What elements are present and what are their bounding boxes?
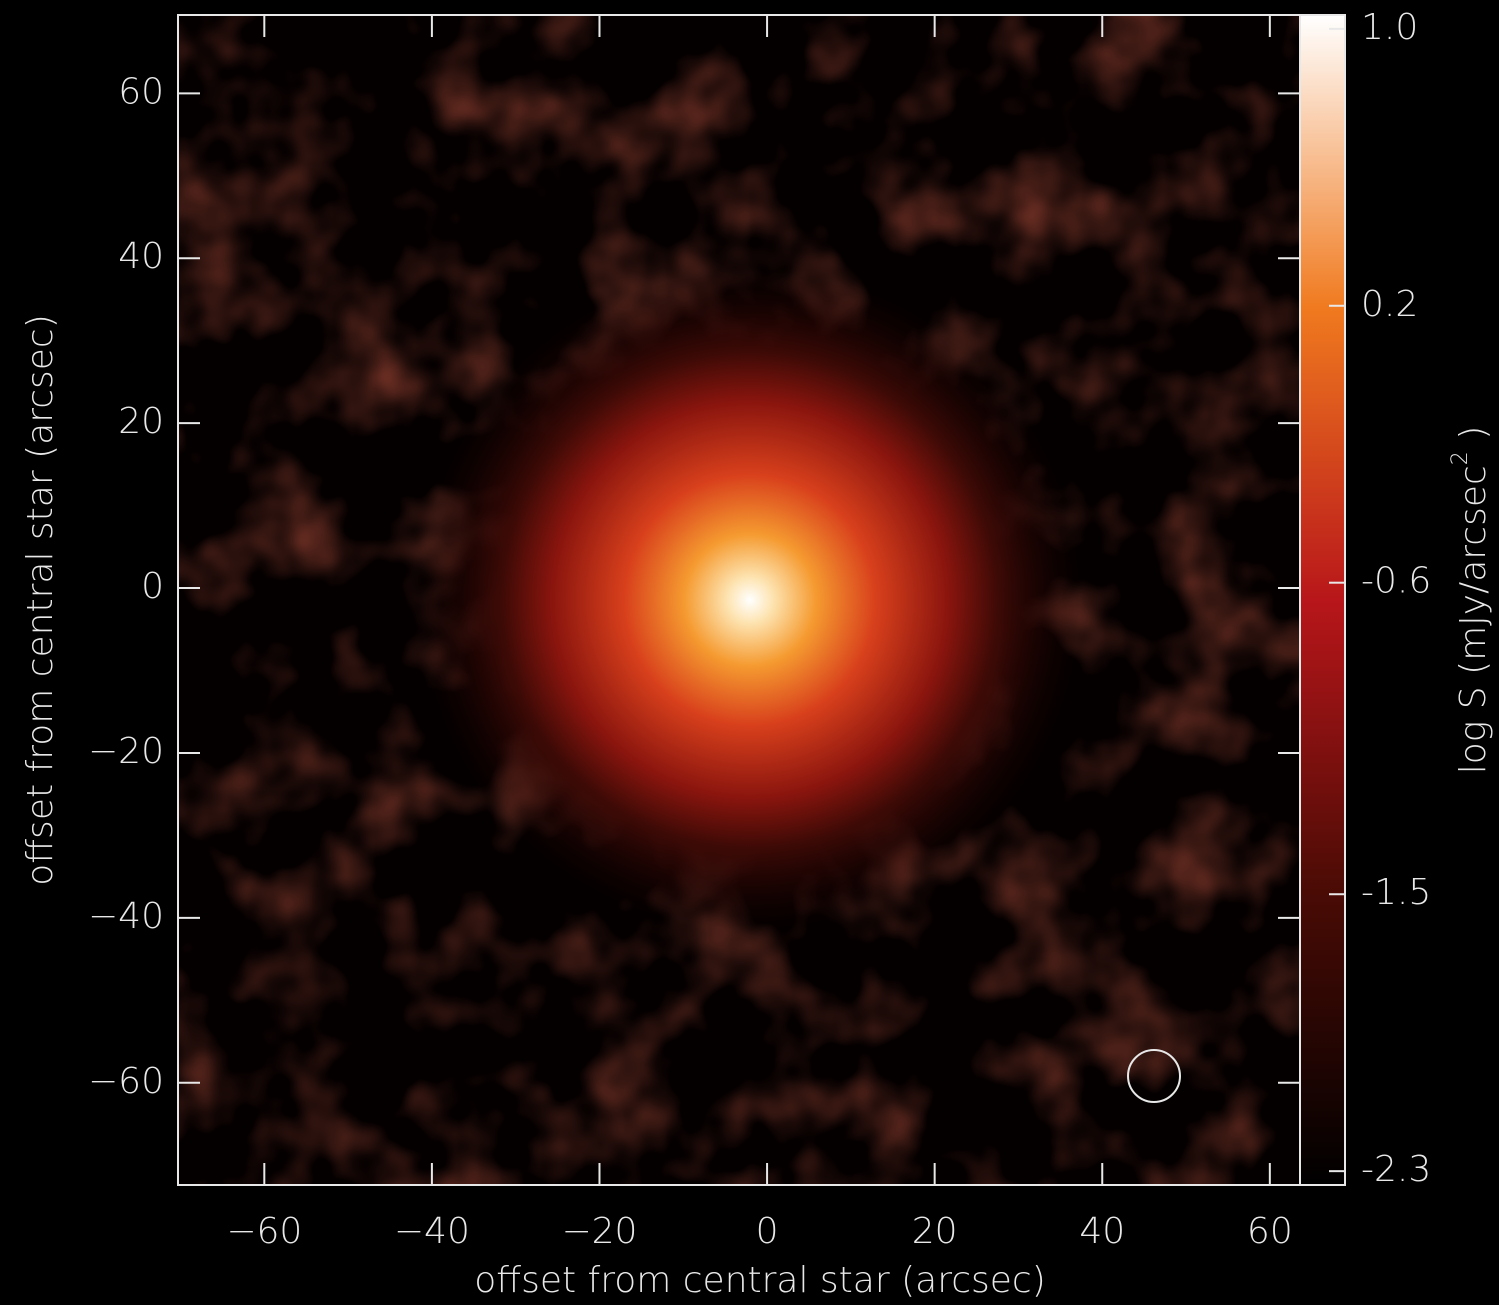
colorbar-tick-label: 1.0 [1361, 7, 1418, 48]
y-tick-label: 20 [118, 401, 164, 442]
colorbar-label-sup: 2 [1448, 451, 1473, 465]
x-axis-label: offset from central star (arcsec) [474, 1260, 1046, 1301]
y-tick-label: 0 [141, 566, 164, 607]
colorbar-label: log S (mJy/arcsec2 ) [1448, 426, 1494, 775]
colorbar-tick-label: -0.6 [1361, 561, 1431, 602]
colorbar-label-end: ) [1453, 426, 1494, 452]
x-tick-label: 60 [1247, 1211, 1293, 1252]
y-tick-label: 60 [118, 71, 164, 112]
x-tick-label: 20 [912, 1211, 958, 1252]
y-tick-label: −60 [88, 1061, 164, 1102]
x-tick-label: 40 [1079, 1211, 1125, 1252]
colorbar-tick-label: -1.5 [1361, 872, 1431, 913]
source-emission [420, 270, 1080, 930]
y-tick-label: 40 [118, 236, 164, 277]
y-axis-label: offset from central star (arcsec) [20, 314, 61, 886]
colorbar [1299, 14, 1346, 1186]
colorbar-tick-label: 0.2 [1361, 284, 1418, 325]
image [178, 15, 1300, 1185]
x-tick-label: −60 [226, 1211, 302, 1252]
colorbar-tick-label: -2.3 [1361, 1149, 1431, 1190]
x-tick-label: −20 [561, 1211, 637, 1252]
colorbar-label-text: log S (mJy/arcsec [1453, 465, 1494, 774]
beam [1127, 1049, 1181, 1103]
x-tick-label: 0 [756, 1211, 779, 1252]
y-tick-label: −20 [88, 731, 164, 772]
y-tick-label: −40 [88, 896, 164, 937]
x-tick-label: −40 [394, 1211, 470, 1252]
